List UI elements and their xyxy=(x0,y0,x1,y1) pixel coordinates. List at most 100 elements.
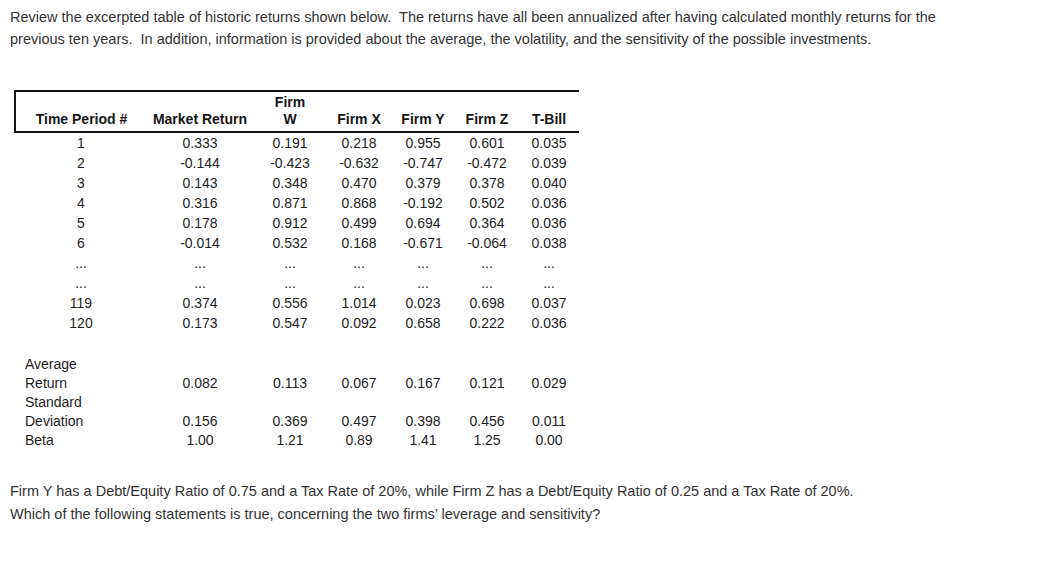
table-cell: -0.192 xyxy=(391,193,455,213)
table-cell: 120 xyxy=(15,313,147,333)
table-cell: -0.423 xyxy=(253,153,327,173)
table-cell: 0.470 xyxy=(327,173,391,193)
stats-row: Beta1.001.210.891.411.250.00 xyxy=(15,431,579,450)
table-cell: 4 xyxy=(15,193,147,213)
stat-value: 0.067 xyxy=(327,355,391,393)
stat-value: 0.369 xyxy=(253,393,327,431)
table-cell: -0.472 xyxy=(455,153,519,173)
table-row: ..................... xyxy=(15,253,579,273)
table-row: 6-0.0140.5320.168-0.671-0.0640.038 xyxy=(15,233,579,253)
table-cell: 0.036 xyxy=(519,313,579,333)
table-cell: 5 xyxy=(15,213,147,233)
stat-value: 1.41 xyxy=(391,431,455,450)
stat-value: 1.00 xyxy=(147,431,253,450)
table-cell: ... xyxy=(455,273,519,293)
table-cell: 1.014 xyxy=(327,293,391,313)
table-cell: 0.222 xyxy=(455,313,519,333)
stat-value: 0.89 xyxy=(327,431,391,450)
stat-value: 0.167 xyxy=(391,355,455,393)
table-header: Time Period # Market Return Firm W Firm … xyxy=(15,91,579,132)
stat-value: 1.25 xyxy=(455,431,519,450)
table-cell: 0.547 xyxy=(253,313,327,333)
table-cell: 0.348 xyxy=(253,173,327,193)
table-cell: 0.912 xyxy=(253,213,327,233)
table-cell: 0.316 xyxy=(147,193,253,213)
table-spacer xyxy=(15,333,579,355)
stat-value: 0.00 xyxy=(519,431,579,450)
stat-value: 0.456 xyxy=(455,393,519,431)
table-cell: ... xyxy=(327,253,391,273)
table-cell: 0.532 xyxy=(253,233,327,253)
table-cell: 0.601 xyxy=(455,132,519,153)
table-cell: -0.144 xyxy=(147,153,253,173)
spacer-row xyxy=(15,333,579,355)
column-header-firm-w: Firm W xyxy=(253,91,327,132)
table-cell: 0.378 xyxy=(455,173,519,193)
table-row: ..................... xyxy=(15,273,579,293)
table-cell: ... xyxy=(391,253,455,273)
table-cell: 0.036 xyxy=(519,193,579,213)
column-header-t-bill: T-Bill xyxy=(519,91,579,132)
table-cell: 0.868 xyxy=(327,193,391,213)
table-row: 1200.1730.5470.0920.6580.2220.036 xyxy=(15,313,579,333)
table-cell: ... xyxy=(15,253,147,273)
stat-value: 0.156 xyxy=(147,393,253,431)
stats-row: Average Return0.0820.1130.0670.1670.1210… xyxy=(15,355,579,393)
table-cell: 2 xyxy=(15,153,147,173)
table-cell: ... xyxy=(391,273,455,293)
table-row: 40.3160.8710.868-0.1920.5020.036 xyxy=(15,193,579,213)
question-page: { "intro": { "text": "Review the excerpt… xyxy=(0,0,1056,562)
table-cell: 0.178 xyxy=(147,213,253,233)
table-cell: -0.671 xyxy=(391,233,455,253)
table-cell: 0.502 xyxy=(455,193,519,213)
table-cell: ... xyxy=(519,273,579,293)
table-cell: -0.632 xyxy=(327,153,391,173)
table-row: 50.1780.9120.4990.6940.3640.036 xyxy=(15,213,579,233)
table-cell: 0.379 xyxy=(391,173,455,193)
table-cell: ... xyxy=(519,253,579,273)
table-cell: -0.064 xyxy=(455,233,519,253)
stat-value: 0.497 xyxy=(327,393,391,431)
stat-value: 0.121 xyxy=(455,355,519,393)
table-cell: 0.035 xyxy=(519,132,579,153)
intro-paragraph: Review the excerpted table of historic r… xyxy=(10,7,936,50)
table-cell: 1 xyxy=(15,132,147,153)
table-row: 10.3330.1910.2180.9550.6010.035 xyxy=(15,132,579,153)
stat-value: 0.113 xyxy=(253,355,327,393)
table-cell: ... xyxy=(455,253,519,273)
stats-row: Standard Deviation0.1560.3690.4970.3980.… xyxy=(15,393,579,431)
table-cell: 0.333 xyxy=(147,132,253,153)
table-cell: 0.039 xyxy=(519,153,579,173)
table-cell: 0.191 xyxy=(253,132,327,153)
table-cell: ... xyxy=(147,273,253,293)
table-cell: ... xyxy=(15,273,147,293)
table-cell: 0.037 xyxy=(519,293,579,313)
table-cell: 0.040 xyxy=(519,173,579,193)
table-cell: 0.036 xyxy=(519,213,579,233)
header-row: Time Period # Market Return Firm W Firm … xyxy=(15,91,579,132)
column-header-time-period: Time Period # xyxy=(15,91,147,132)
table-cell: 0.143 xyxy=(147,173,253,193)
table-body: 10.3330.1910.2180.9550.6010.0352-0.144-0… xyxy=(15,132,579,333)
table-cell: 119 xyxy=(15,293,147,313)
table-cell: -0.747 xyxy=(391,153,455,173)
table-cell: 6 xyxy=(15,233,147,253)
table-cell: 0.092 xyxy=(327,313,391,333)
stat-value: 0.082 xyxy=(147,355,253,393)
stat-value: 1.21 xyxy=(253,431,327,450)
column-header-firm-y: Firm Y xyxy=(391,91,455,132)
table-cell: 0.694 xyxy=(391,213,455,233)
table-cell: ... xyxy=(147,253,253,273)
table-stats: Average Return0.0820.1130.0670.1670.1210… xyxy=(15,355,579,450)
table-row: 2-0.144-0.423-0.632-0.747-0.4720.039 xyxy=(15,153,579,173)
table-cell: 0.168 xyxy=(327,233,391,253)
column-header-firm-z: Firm Z xyxy=(455,91,519,132)
table-cell: 0.871 xyxy=(253,193,327,213)
table-cell: 0.955 xyxy=(391,132,455,153)
column-header-market-return: Market Return xyxy=(147,91,253,132)
stat-value: 0.029 xyxy=(519,355,579,393)
table-cell: 0.499 xyxy=(327,213,391,233)
stat-label: Average Return xyxy=(15,355,147,393)
table-cell: 0.698 xyxy=(455,293,519,313)
table-cell: ... xyxy=(253,253,327,273)
